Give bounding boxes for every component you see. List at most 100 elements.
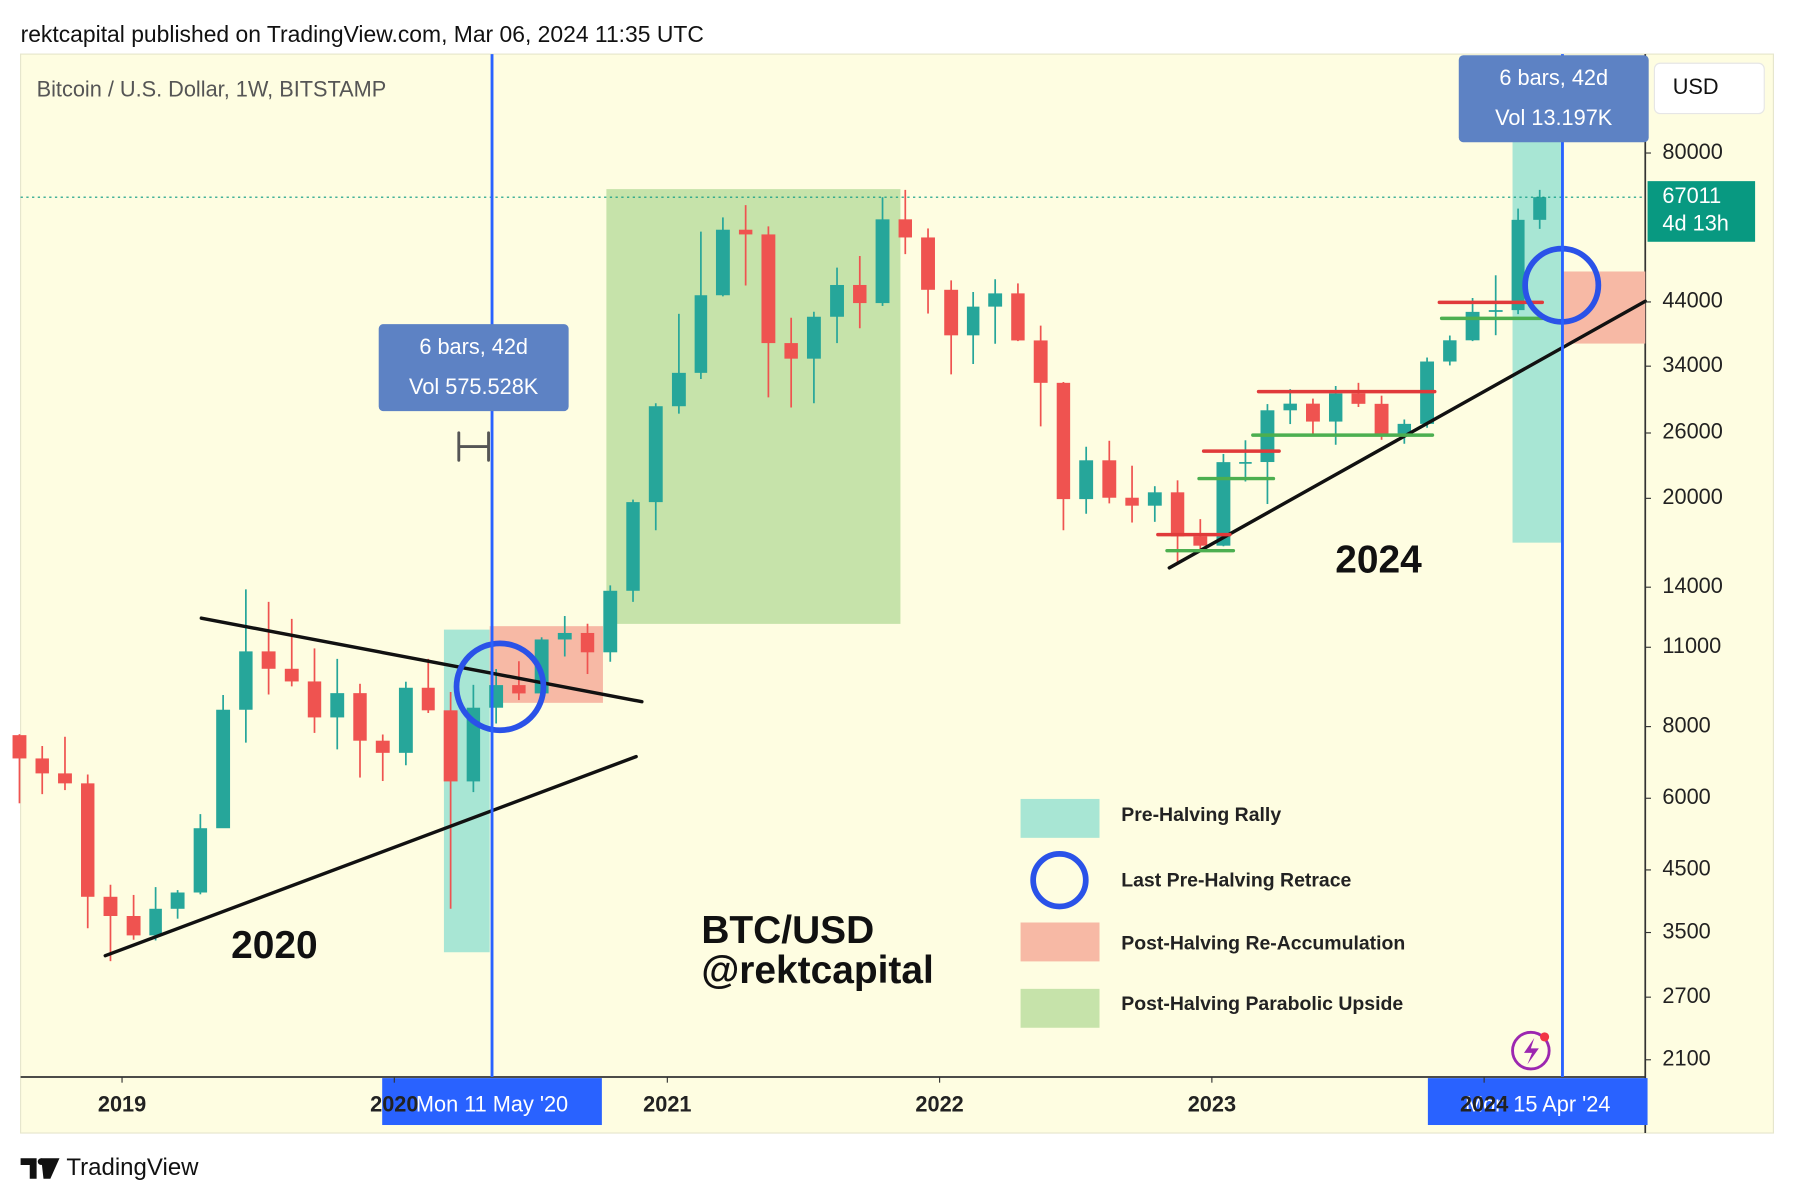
measure-volume: Vol 13.197K (1495, 105, 1613, 130)
candle-body (853, 284, 867, 304)
legend-swatch (1020, 798, 1100, 838)
candle-body (239, 651, 253, 710)
y-tick-label: 20000 (1662, 484, 1722, 509)
currency[interactable]: USD (1673, 74, 1719, 99)
candle-body (671, 372, 686, 407)
retrace-circle (453, 640, 547, 734)
candle-body (35, 758, 49, 774)
candle-body (1011, 293, 1025, 341)
y-tick-label: 34000 (1662, 352, 1722, 377)
annotation: @rektcapital (701, 949, 933, 992)
candle-body (715, 229, 730, 296)
candle-body (806, 316, 821, 359)
last-price-box (1647, 181, 1756, 242)
candle-body (944, 289, 959, 336)
candle-body (761, 234, 776, 344)
candle-body (1033, 340, 1048, 383)
candle-body (830, 284, 844, 317)
header: rektcapital published on TradingView.com… (21, 21, 704, 47)
candle-body (284, 668, 299, 682)
x-tick-label: 2019 (98, 1091, 146, 1116)
candle-body (875, 219, 890, 304)
logo-dot (37, 1158, 45, 1166)
legend-label: Post-Halving Parabolic Upside (1121, 993, 1403, 1015)
footer-logo (20, 1158, 60, 1179)
candle-body (1056, 382, 1071, 500)
candle-body (1239, 462, 1252, 464)
y-tick-label: 80000 (1662, 139, 1722, 164)
candle-body (375, 740, 390, 753)
legend-label: Last Pre-Halving Retrace (1121, 869, 1351, 891)
candle-body (738, 229, 753, 235)
candle-body (557, 632, 572, 640)
candle-body (580, 632, 595, 653)
candle-body (784, 343, 798, 359)
candle-body (1488, 310, 1503, 312)
candle-body (1443, 340, 1457, 362)
crosshair-date-box (1427, 1078, 1648, 1126)
candle-body (307, 681, 322, 718)
alert-icon-dot[interactable] (1540, 1032, 1550, 1042)
currency-box[interactable] (1653, 62, 1765, 115)
trendline (103, 754, 638, 958)
candle-body (1465, 311, 1480, 341)
candle-body (512, 685, 526, 694)
candle-body (1125, 497, 1139, 506)
measure-bars: 6 bars, 42d (419, 334, 528, 359)
legend-label: Post-Halving Re-Accumulation (1121, 932, 1405, 954)
legend-swatch (1020, 922, 1100, 962)
candle-body (193, 828, 208, 893)
measure-bars: 6 bars, 42d (1499, 65, 1608, 90)
candle-body (398, 687, 413, 753)
logo-mark (20, 1158, 60, 1179)
candle-body (261, 651, 276, 669)
candle-body (1397, 423, 1412, 434)
drawings (103, 245, 1647, 958)
candle-body (1306, 403, 1320, 422)
pre-halving-box (1512, 109, 1562, 543)
y-tick-label: 4500 (1662, 856, 1710, 881)
candle-body (1511, 219, 1525, 311)
candle-body (898, 219, 912, 238)
y-tick-label: 6000 (1662, 784, 1710, 809)
candle-body (1102, 460, 1117, 498)
candle-body (694, 295, 708, 373)
measure-volume: Vol 575.528K (409, 374, 539, 399)
candle-body (353, 693, 367, 741)
crosshair-date: Mon 15 Apr '24 (1465, 1091, 1610, 1116)
candle-body (921, 237, 935, 290)
candle-body (1328, 393, 1343, 422)
y-tick-label: 11000 (1662, 633, 1721, 658)
symbol-title: Bitcoin / U.S. Dollar, 1W, BITSTAMP (37, 76, 387, 101)
y-tick-label: 3500 (1662, 918, 1710, 943)
candle-body (1079, 460, 1094, 500)
annotation: 2024 (1335, 538, 1422, 581)
measure-box (1458, 55, 1649, 143)
candle-body (1533, 197, 1547, 220)
candles (12, 189, 1646, 962)
measure-box (378, 324, 569, 412)
trendline (199, 616, 644, 704)
x-tick-label: 2023 (1188, 1091, 1236, 1116)
x-tick-label: 2022 (915, 1091, 963, 1116)
candle-body (126, 916, 141, 936)
y-tick-label: 8000 (1662, 712, 1710, 737)
candle-body (330, 693, 345, 718)
candle-body (443, 710, 458, 782)
alert-icon[interactable] (1511, 1030, 1551, 1071)
candle-body (1283, 403, 1297, 411)
x-tick-label: 2024 (1460, 1091, 1508, 1116)
countdown: 4d 13h (1662, 210, 1728, 235)
legend-swatch (1030, 850, 1089, 910)
x-tick-label: 2020 (370, 1091, 418, 1116)
candle-body (12, 735, 27, 759)
candle-body (988, 293, 1003, 307)
alert-icon-bolt[interactable] (1523, 1038, 1539, 1065)
legend-label: Pre-Halving Rally (1121, 804, 1281, 826)
alert-icon-ring[interactable] (1511, 1030, 1551, 1071)
y-tick-label: 26000 (1662, 419, 1722, 444)
candle-body (1351, 393, 1366, 404)
candle-body (626, 502, 640, 591)
